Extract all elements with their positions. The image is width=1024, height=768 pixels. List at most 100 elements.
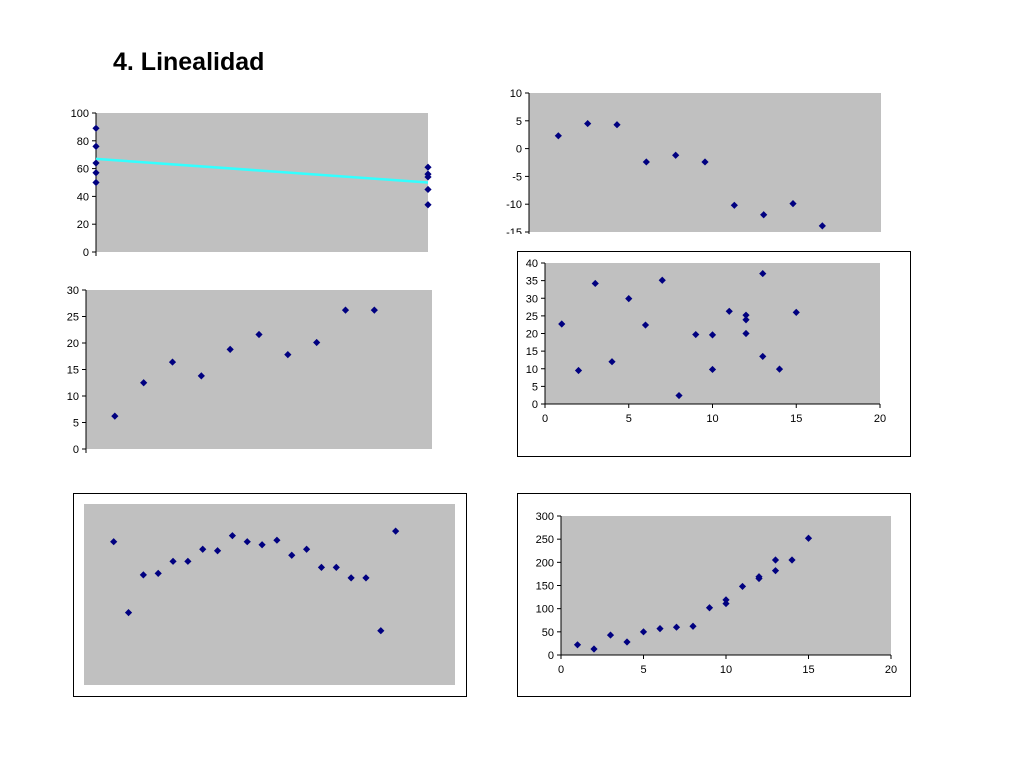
data-point-marker <box>722 599 730 608</box>
plot-area <box>561 516 891 655</box>
slide-title: 4. Linealidad <box>113 48 265 76</box>
data-point-marker <box>804 534 813 542</box>
y-tick-label: 30 <box>67 285 79 297</box>
data-point-marker <box>169 557 177 565</box>
y-tick-label: 0 <box>73 444 79 456</box>
y-tick-label: 5 <box>532 381 538 393</box>
y-tick-label: 50 <box>542 627 554 639</box>
chart-svg: 0 50 100 150 200 250 300 0 5 10 15 20 <box>536 511 897 676</box>
data-point-marker <box>92 169 100 177</box>
data-point-marker <box>362 574 370 582</box>
y-tick-label: 5 <box>73 418 79 430</box>
data-point-marker <box>92 124 100 132</box>
data-point-marker <box>558 320 566 328</box>
x-tick-label: 0 <box>558 664 564 676</box>
data-point-marker <box>722 596 730 604</box>
y-tick-label: 40 <box>77 191 89 203</box>
y-tick-label: 20 <box>526 329 538 341</box>
x-tick-label: 5 <box>626 413 632 425</box>
y-tick-label: 10 <box>526 364 538 376</box>
data-point-marker <box>313 338 321 347</box>
data-point-marker <box>692 330 700 339</box>
data-point-marker <box>708 365 717 374</box>
y-tick-label: 200 <box>536 557 554 569</box>
y-tick-label: 5 <box>516 116 522 128</box>
y-tick-label: -15 <box>506 227 522 234</box>
x-tick-label: 15 <box>790 413 802 425</box>
chart-svg: -15 -10 -5 0 5 10 <box>506 88 881 234</box>
y-tick-label: 20 <box>77 219 89 231</box>
y-tick-label: 0 <box>548 650 554 662</box>
data-point-marker <box>771 556 780 564</box>
data-point-marker <box>111 412 119 420</box>
plot-area <box>86 290 432 449</box>
chart-2-frame: -15 -10 -5 0 5 10 <box>492 84 887 234</box>
data-point-marker <box>332 563 340 571</box>
data-point-marker <box>742 311 750 319</box>
data-point-marker <box>788 556 796 564</box>
y-tick-label: 80 <box>77 136 89 148</box>
y-tick-label: 10 <box>510 88 522 100</box>
x-tick-label: 5 <box>640 664 646 676</box>
chart-svg: 0 5 10 15 20 25 30 35 40 0 5 10 15 20 <box>526 258 886 425</box>
data-point-marker <box>347 574 355 582</box>
data-point-marker <box>608 358 616 366</box>
x-tick-label: 20 <box>885 664 897 676</box>
x-tick-label: 10 <box>706 413 718 425</box>
data-point-marker <box>771 567 780 575</box>
y-tick-label: 100 <box>71 108 89 120</box>
x-tick-label: 15 <box>802 664 814 676</box>
data-point-marker <box>424 173 432 181</box>
y-tick-label: -5 <box>512 171 522 183</box>
data-point-marker <box>613 121 621 129</box>
data-point-marker <box>139 571 147 579</box>
data-point-marker <box>255 330 263 339</box>
data-point-marker <box>590 645 598 653</box>
plot-area <box>84 504 455 685</box>
y-tick-label: 30 <box>526 293 538 305</box>
data-point-marker <box>424 201 432 209</box>
y-tick-label: 250 <box>536 534 554 546</box>
chart-6-frame: 0 50 100 150 200 250 300 0 5 10 15 20 <box>517 493 911 697</box>
y-tick-label: 35 <box>526 276 538 288</box>
chart-svg: 0 5 10 15 20 25 30 <box>67 285 432 456</box>
data-point-marker <box>760 211 768 219</box>
chart-svg <box>84 504 455 685</box>
chart-4-frame: 0 5 10 15 20 25 30 35 40 0 5 10 15 20 <box>517 251 911 457</box>
data-point-marker <box>424 185 432 194</box>
data-point-marker <box>818 222 826 230</box>
trend-line <box>95 157 429 184</box>
chart-3-frame: 0 5 10 15 20 25 30 <box>55 283 440 458</box>
y-tick-label: 20 <box>67 338 79 350</box>
data-point-marker <box>789 200 797 208</box>
data-point-marker <box>228 532 236 540</box>
chart-1-frame: 0 20 40 60 80 100 <box>55 102 440 272</box>
chart-5-frame <box>73 493 467 697</box>
y-tick-label: 25 <box>67 312 79 324</box>
y-tick-label: 15 <box>67 365 79 377</box>
y-tick-label: 0 <box>532 399 538 411</box>
data-point-marker <box>288 551 296 559</box>
data-point-marker <box>672 623 681 631</box>
data-point-marker <box>199 545 207 553</box>
chart-svg: 0 20 40 60 80 100 <box>71 108 432 259</box>
y-tick-label: 15 <box>526 346 538 358</box>
x-tick-label: 20 <box>874 413 886 425</box>
y-tick-label: 25 <box>526 311 538 323</box>
y-tick-label: -10 <box>506 199 522 211</box>
data-point-marker <box>705 604 714 612</box>
data-point-marker <box>424 163 432 171</box>
y-tick-label: 100 <box>536 604 554 616</box>
data-point-marker <box>701 158 709 166</box>
x-tick-label: 10 <box>720 664 732 676</box>
data-point-marker <box>759 269 767 278</box>
y-tick-label: 0 <box>516 144 522 156</box>
data-point-marker <box>742 316 750 324</box>
plot-area <box>96 113 428 252</box>
data-point-marker <box>591 279 599 288</box>
data-point-marker <box>92 159 100 167</box>
y-tick-label: 0 <box>83 247 89 259</box>
y-tick-label: 150 <box>536 581 554 593</box>
data-point-marker <box>574 366 583 375</box>
data-point-marker <box>140 379 148 387</box>
